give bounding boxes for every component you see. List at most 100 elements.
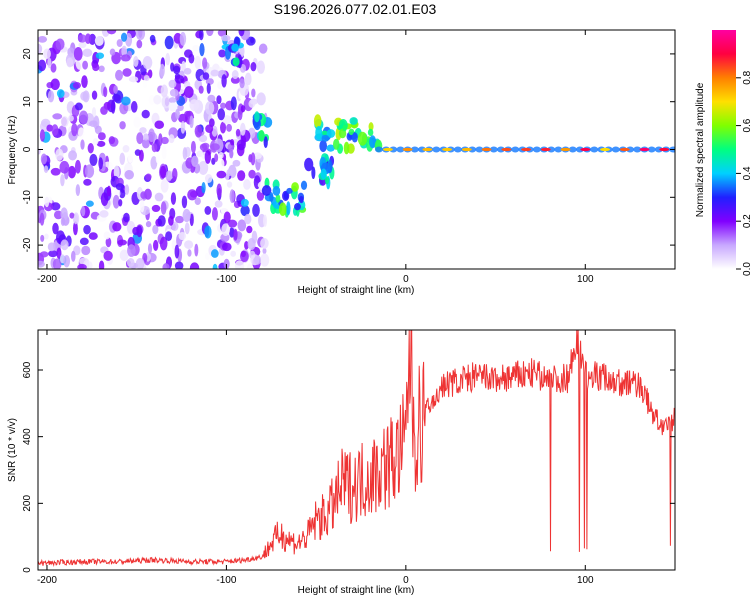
spectrogram-cell [162,263,170,269]
spectrogram-cell [44,233,49,240]
spectrogram-x-label: Height of straight line (km) [298,285,415,296]
spectrogram-cell [72,81,82,89]
spectrogram-cell [92,138,99,146]
spectrogram-cell [118,199,123,207]
spectrogram-cells [38,30,675,269]
spectrogram-cell [124,184,130,195]
spectrogram-cell [122,145,130,153]
spectrogram-cell [217,108,226,121]
spectrogram-cell [246,263,254,269]
spectrogram-cell [48,250,58,258]
spectrogram-cell [127,244,136,257]
spectrogram-cell [247,237,256,250]
spectrogram-cell [219,158,225,170]
spectrogram-cell [157,215,166,227]
spectrogram-cell [194,55,201,70]
spectrogram-cell [82,90,90,103]
spectrogram-cell [189,213,194,227]
spectrogram-cell [182,208,191,223]
spectrogram-cell [511,146,520,153]
spectrogram-cell [132,226,140,236]
spectrogram-cell [112,222,122,232]
spectrogram-cell [174,75,185,84]
spectrogram-cell [251,88,256,98]
colorbar-gradient [712,30,736,269]
spectrogram-cell [60,207,68,221]
colorbar-ticks: 0.0 0.2 0.4 0.6 0.8 [736,70,750,276]
spectrogram-cell [227,219,238,228]
colorbar-tick-label: 0.0 [742,262,750,276]
spectrogram-cell [100,192,109,207]
spectrogram-cell [43,48,51,60]
snr-x-label: Height of straight line (km) [298,585,415,596]
spectrogram-cell [189,99,200,112]
spectrogram-x-tick-label: 100 [577,274,594,285]
spectrogram-cell [154,192,164,202]
spectrogram-cell [81,75,88,89]
spectrogram-cell [164,35,174,50]
spectrogram-cell [659,147,670,152]
spectrogram-cell [223,258,230,269]
spectrogram-cell [221,34,231,42]
spectrogram-cell [161,95,171,109]
spectrogram-cell [120,32,128,42]
spectrogram-cell [109,48,116,56]
spectrogram-cell [173,65,181,75]
spectrogram-cell [84,33,92,45]
spectrogram-cell [56,247,62,260]
spectrogram-cell [326,144,335,152]
spectrogram-cell [91,107,97,118]
snr-y-tick-label: 200 [22,495,33,512]
spectrogram-cell [150,156,158,170]
spectrogram-cell [461,147,472,152]
spectrogram-cell [283,191,289,200]
spectrogram-cell [182,147,188,160]
spectrogram-cell [141,138,150,149]
spectrogram-cell [275,194,281,203]
spectrogram-cell [357,131,368,146]
spectrogram-cell [165,170,173,182]
spectrogram-cell [348,128,355,136]
spectrogram-cell [38,43,43,55]
spectrogram-cell [313,114,322,128]
spectrogram-cell [205,101,215,115]
spectrogram-cell [184,110,191,118]
spectrogram-cell [286,201,291,216]
spectrogram-cell [60,239,69,251]
spectrogram-cell [221,242,232,252]
spectrogram-cell [160,201,167,215]
spectrogram-x-tick-label: 0 [403,274,409,285]
spectrogram-cell [633,146,642,153]
spectrogram-cell [218,49,226,58]
spectrogram-cell [639,147,650,152]
spectrogram-cell [250,61,257,72]
spectrogram-cell [174,261,184,269]
spectrogram-cell [501,147,512,152]
spectrogram-cell [216,95,222,105]
spectrogram-cell [611,146,620,153]
spectrogram-x-tick-label: -100 [216,274,236,285]
spectrogram-cell [190,140,196,154]
spectrogram-cell [47,242,56,252]
spectrogram-cell [77,34,87,43]
spectrogram-cell [160,84,168,98]
spectrogram-cell [232,57,240,67]
spectrogram-cell [168,97,177,104]
spectrogram-cell [73,46,83,61]
spectrogram-cell [172,167,178,181]
spectrogram-cell [221,223,230,237]
spectrogram-cell [40,153,48,165]
spectrogram-cell [194,124,203,138]
spectrogram-cell [278,202,287,216]
spectrogram-cell [47,57,52,69]
colorbar-tick-label: 0.2 [742,214,750,228]
spectrogram-cell [300,180,308,190]
spectrogram-cell [115,69,123,81]
spectrogram-cell [324,176,330,185]
spectrogram-cell [239,78,245,89]
spectrogram-cell [149,34,156,43]
spectrogram-cell [127,153,133,163]
spectrogram-cell [206,30,214,37]
colorbar-tick-label: 0.8 [742,70,750,84]
